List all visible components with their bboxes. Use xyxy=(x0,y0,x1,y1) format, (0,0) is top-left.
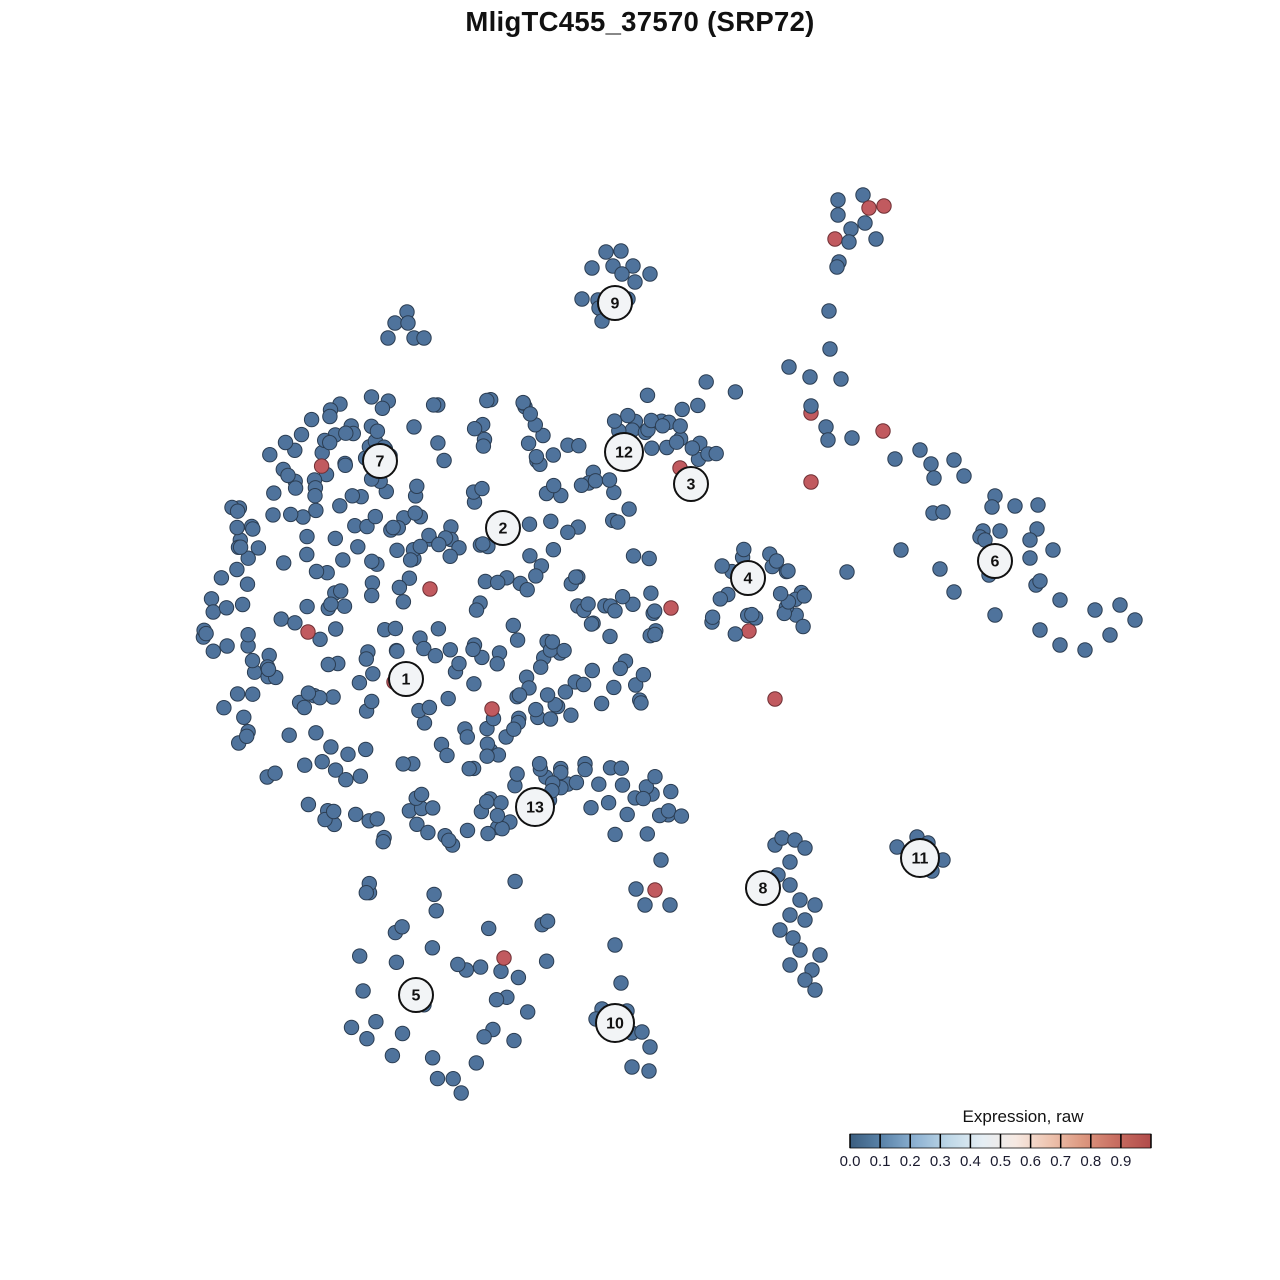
svg-text:1: 1 xyxy=(402,672,411,689)
svg-text:0.3: 0.3 xyxy=(930,1153,951,1170)
svg-text:2: 2 xyxy=(499,521,508,538)
svg-text:6: 6 xyxy=(991,554,1000,571)
svg-text:0.8: 0.8 xyxy=(1080,1153,1101,1170)
svg-text:0.9: 0.9 xyxy=(1110,1153,1131,1170)
svg-text:7: 7 xyxy=(376,454,385,471)
svg-text:0.1: 0.1 xyxy=(870,1153,891,1170)
svg-text:0.0: 0.0 xyxy=(840,1153,861,1170)
svg-text:5: 5 xyxy=(412,988,421,1005)
svg-text:0.4: 0.4 xyxy=(960,1153,981,1170)
svg-text:12: 12 xyxy=(615,445,633,462)
svg-text:10: 10 xyxy=(606,1016,624,1033)
svg-text:11: 11 xyxy=(912,851,929,868)
svg-text:3: 3 xyxy=(687,477,696,494)
svg-text:9: 9 xyxy=(611,296,620,313)
svg-text:0.6: 0.6 xyxy=(1020,1153,1041,1170)
svg-text:0.5: 0.5 xyxy=(990,1153,1011,1170)
svg-text:4: 4 xyxy=(744,571,753,588)
svg-text:0.2: 0.2 xyxy=(900,1153,921,1170)
svg-text:0.7: 0.7 xyxy=(1050,1153,1071,1170)
svg-text:13: 13 xyxy=(526,800,544,817)
svg-text:8: 8 xyxy=(759,881,768,898)
svg-text:Expression, raw: Expression, raw xyxy=(963,1107,1085,1126)
